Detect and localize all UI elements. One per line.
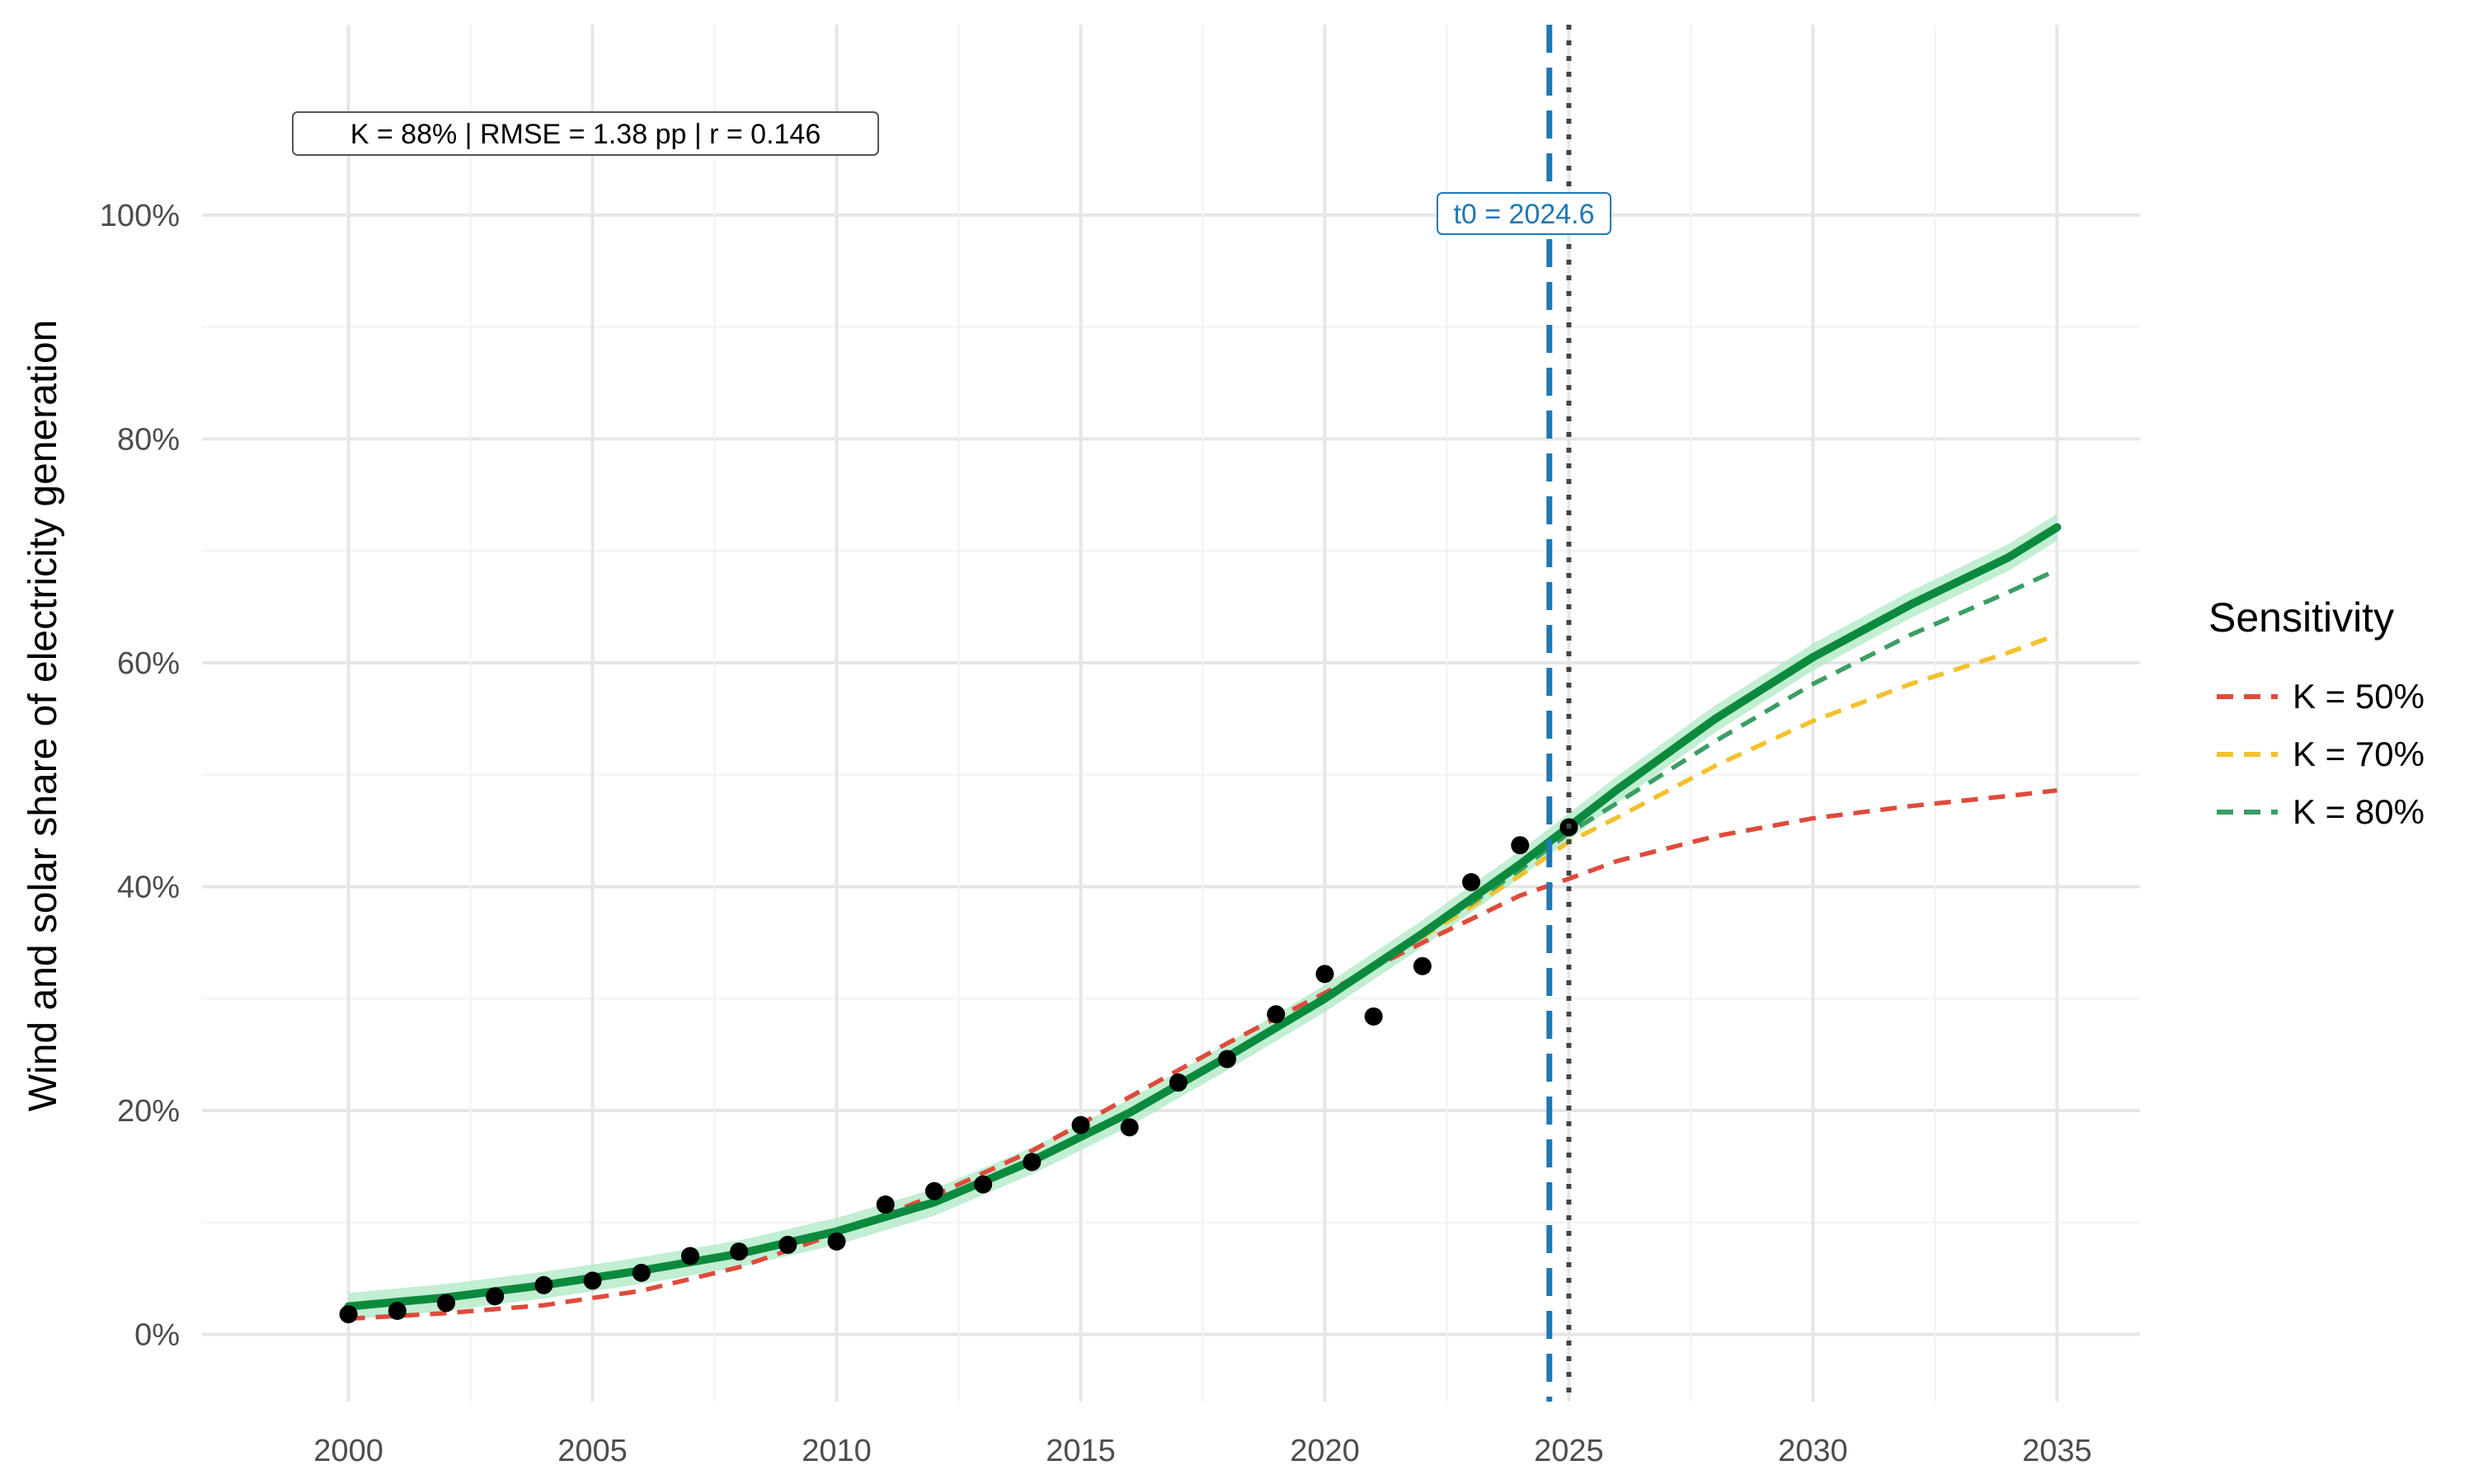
t0-label-text: t0 = 2024.6 (1453, 199, 1594, 230)
x-tick-label: 2000 (313, 1434, 383, 1468)
observed-point (778, 1235, 797, 1254)
legend-label: K = 50% (2293, 677, 2425, 716)
observed-point (1364, 1007, 1383, 1026)
observed-point (680, 1247, 699, 1266)
observed-point (1462, 873, 1481, 892)
reference-lines (1546, 25, 1572, 1402)
axis-tick-labels: 2000 2005 2010 2015 2020 2025 2030 2035 0% 20% 40%… (100, 199, 2092, 1468)
x-tick-label: 2030 (1778, 1434, 1848, 1468)
observed-point (1315, 965, 1334, 984)
observed-point (1413, 956, 1432, 975)
observed-point (1511, 836, 1530, 855)
x-tick-label: 2035 (2022, 1434, 2092, 1468)
stats-annotation-box (292, 111, 879, 156)
legend-label: K = 80% (2293, 792, 2425, 831)
observed-point (1023, 1153, 1042, 1172)
observed-point (534, 1275, 553, 1294)
observed-point (339, 1305, 358, 1324)
x-tick-label: 2020 (1290, 1434, 1360, 1468)
x-tick-label: 2015 (1046, 1434, 1116, 1468)
legend-label: K = 70% (2293, 735, 2425, 773)
stats-annotation-text: K = 88% | RMSE = 1.38 pp | r = 0.146 (350, 119, 821, 150)
y-tick-label: 100% (100, 199, 180, 233)
observed-point (1218, 1050, 1237, 1068)
sensitivity-line-70 (1372, 632, 2058, 967)
stats-annotation: K = 88% | RMSE = 1.38 pp | r = 0.146 (292, 111, 879, 156)
observed-point (1071, 1115, 1090, 1134)
observed-point (486, 1287, 505, 1306)
observed-point (388, 1302, 407, 1321)
legend-items: K = 50% K = 70% K = 80% (2217, 677, 2425, 831)
t0-label-box (1437, 192, 1611, 235)
observed-points (339, 818, 1578, 1324)
legend-title: Sensitivity (2208, 594, 2394, 641)
y-tick-label: 80% (117, 422, 180, 457)
y-tick-label: 40% (117, 870, 180, 904)
y-tick-label: 60% (117, 646, 180, 681)
t0-label: t0 = 2024.6 (1437, 192, 1611, 235)
observed-point (974, 1175, 993, 1194)
observed-point (924, 1181, 943, 1200)
observed-point (436, 1294, 455, 1313)
x-tick-label: 2025 (1534, 1434, 1604, 1468)
x-tick-label: 2010 (802, 1434, 872, 1468)
observed-point (1120, 1118, 1139, 1137)
observed-point (583, 1271, 602, 1290)
legend: Sensitivity K = 50% K = 70% K = 80% (2208, 594, 2425, 831)
x-tick-label: 2005 (557, 1434, 628, 1468)
observed-point (1169, 1073, 1188, 1092)
observed-point (1267, 1005, 1286, 1024)
y-axis-title: Wind and solar share of electricity gene… (21, 320, 65, 1112)
observed-point (876, 1195, 895, 1214)
observed-point (632, 1263, 651, 1282)
y-tick-label: 0% (134, 1318, 180, 1353)
y-tick-label: 20% (117, 1094, 180, 1129)
observed-point (827, 1232, 846, 1251)
observed-point (730, 1242, 749, 1261)
grid-lines (202, 25, 2140, 1402)
